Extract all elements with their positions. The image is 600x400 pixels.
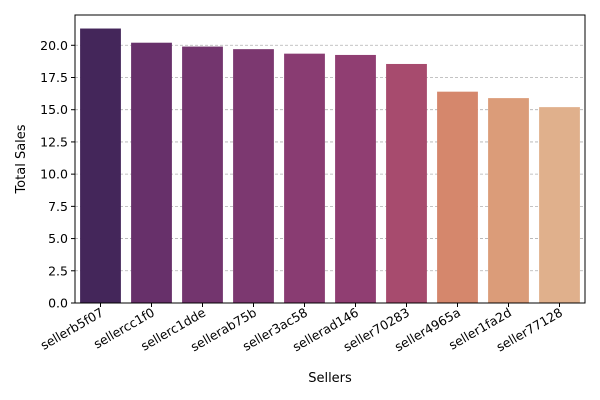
y-tick-label: 20.0: [40, 38, 68, 53]
x-axis-ticks: sellerb5f07sellercc1f0sellerc1ddesellera…: [38, 303, 565, 354]
bar-sellerad146: [335, 54, 376, 304]
y-tick-label: 10.0: [40, 167, 68, 182]
y-tick-label: 12.5: [40, 134, 68, 149]
y-axis-label: Total Sales: [14, 124, 29, 194]
y-tick-label: 2.5: [48, 263, 68, 278]
bars: [80, 28, 580, 304]
y-tick-label: 7.5: [48, 199, 68, 214]
x-axis-label: Sellers: [308, 371, 352, 386]
plot-frame: [74, 14, 586, 304]
bar-sellerb5f07: [80, 28, 121, 303]
y-tick-label: 0.0: [48, 296, 68, 311]
y-axis-ticks: 0.0 2.5 5.0 7.5 10.0 12.5 15.0 17.5 20.0: [40, 38, 75, 311]
bar-seller4965a: [437, 91, 478, 303]
y-tick-label: 17.5: [40, 70, 68, 85]
bar-seller1fa2d: [488, 98, 529, 303]
bar-sellerab75b: [233, 49, 274, 304]
bar-seller77128: [539, 107, 580, 303]
bar-sellerc1dde: [182, 46, 223, 304]
bar-seller3ac58: [284, 53, 325, 304]
bar-sellercc1f0: [131, 42, 172, 303]
bar-seller70283: [386, 63, 427, 303]
y-tick-label: 15.0: [40, 102, 68, 117]
y-tick-label: 5.0: [48, 231, 68, 246]
